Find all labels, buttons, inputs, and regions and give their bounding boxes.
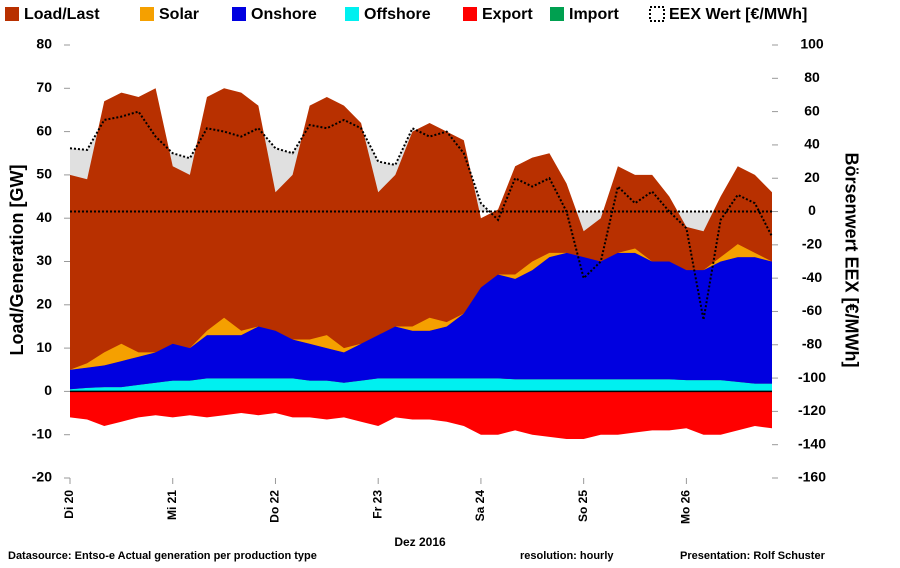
legend-label: Import [569, 6, 619, 23]
price-line [69, 110, 773, 320]
legend-label: EEX Wert [€/MWh] [669, 6, 807, 23]
y-tick-label: -10 [32, 425, 52, 441]
legend-label: Solar [159, 6, 199, 23]
y-tick-label: 0 [44, 382, 52, 398]
legend-label: Export [482, 6, 533, 23]
note: resolution: hourly [520, 550, 614, 562]
legend-label: Load/Last [24, 6, 100, 23]
y2-tick-label: 60 [804, 102, 820, 118]
y2-tick-label: 100 [800, 36, 824, 52]
x-tick-label: Mi 21 [165, 490, 179, 520]
y2-tick-label: 80 [804, 69, 820, 85]
y-tick-label: 50 [36, 166, 52, 182]
y-tick-label: 30 [36, 252, 52, 268]
legend-swatch [5, 7, 19, 21]
y2-tick-label: -100 [798, 369, 826, 385]
y2-tick-label: 20 [804, 169, 820, 185]
y-tick-label: 60 [36, 122, 52, 138]
y2-tick-label: -80 [802, 335, 822, 351]
x-tick-label: Fr 23 [370, 490, 384, 519]
legend-label: Onshore [251, 6, 317, 23]
y-tick-label: 40 [36, 209, 52, 225]
y-tick-label: 20 [36, 296, 52, 312]
y-tick-label: 80 [36, 36, 52, 52]
legend-swatch [140, 7, 154, 21]
note: Datasource: Entso-e Actual generation pe… [8, 550, 317, 562]
y-tick-label: 70 [36, 79, 52, 95]
y2-tick-label: -40 [802, 269, 822, 285]
legend-swatch [463, 7, 477, 21]
y-axis-title: Load/Generation [GW] [7, 165, 27, 356]
area [70, 252, 772, 390]
x-tick-label: Sa 24 [473, 490, 487, 522]
note: Presentation: Rolf Schuster [680, 550, 826, 562]
legend-label: Offshore [364, 6, 431, 23]
area [70, 391, 772, 440]
y2-tick-label: -120 [798, 402, 826, 418]
y2-tick-label: -60 [802, 302, 822, 318]
x-tick-label: Mo 26 [679, 490, 693, 524]
y-tick-label: -20 [32, 469, 52, 485]
legend-swatch [649, 6, 665, 22]
x-tick-label: Di 20 [62, 490, 76, 519]
y2-tick-label: -160 [798, 469, 826, 485]
x-axis-title: Dez 2016 [394, 535, 446, 549]
x-tick-label: So 25 [576, 490, 590, 522]
y2-tick-label: 40 [804, 136, 820, 152]
y2-tick-label: -20 [802, 236, 822, 252]
legend-swatch [345, 7, 359, 21]
y2-tick-label: 0 [808, 202, 816, 218]
area [70, 378, 772, 392]
legend-swatch [550, 7, 564, 21]
y-tick-label: 10 [36, 339, 52, 355]
x-tick-label: Do 22 [268, 490, 282, 523]
y2-tick-label: -140 [798, 435, 826, 451]
y2-axis-title: Börsenwert EEX [€/MWh] [841, 152, 861, 367]
legend-swatch [232, 7, 246, 21]
